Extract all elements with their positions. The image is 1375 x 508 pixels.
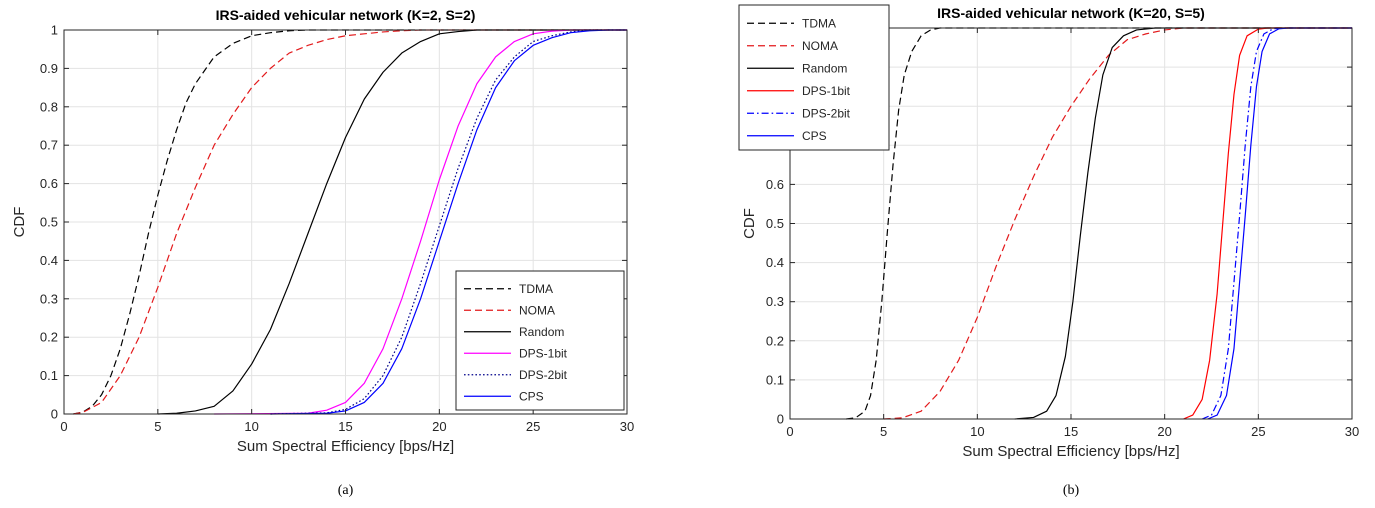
x-tick-label: 15: [1064, 424, 1078, 439]
legend-label: DPS-1bit: [519, 346, 568, 360]
x-tick-label: 5: [154, 419, 161, 434]
series-line-cps: [1207, 27, 1352, 420]
x-tick-label: 20: [1157, 424, 1171, 439]
figure-caption: (a): [338, 483, 354, 498]
legend: TDMA NOMA Random DPS-1bit DPS-2bit CPS: [738, 4, 890, 151]
y-axis-label: CDF: [11, 207, 28, 238]
series-line-tdma: [73, 29, 627, 415]
x-tick-label: 20: [432, 419, 446, 434]
legend-label: DPS-2bit: [519, 368, 568, 382]
x-tick-label: 10: [970, 424, 984, 439]
legend-box: [455, 270, 625, 411]
x-axis-label: Sum Spectral Efficiency [bps/Hz]: [237, 438, 454, 455]
y-axis-label: CDF: [741, 208, 758, 239]
legend-label: DPS-2bit: [802, 106, 851, 120]
y-tick-label: 0: [51, 407, 58, 422]
series-line-noma: [73, 29, 627, 415]
x-tick-label: 15: [338, 419, 352, 434]
legend: TDMA NOMA Random DPS-1bit DPS-2bit CPS: [455, 270, 625, 411]
figure-caption: (b): [1063, 483, 1080, 498]
series-line-dps-2bit: [1201, 27, 1352, 420]
y-tick-label: 1: [51, 23, 58, 38]
y-tick-label: 0.5: [40, 215, 58, 230]
y-tick-label: 0.5: [766, 216, 784, 231]
legend-label: CPS: [519, 389, 544, 403]
series-line-random: [1014, 27, 1352, 420]
y-tick-label: 0.6: [766, 177, 784, 192]
x-tick-label: 30: [620, 419, 634, 434]
legend-box: [738, 4, 890, 151]
y-tick-label: 0.4: [40, 253, 58, 268]
y-tick-label: 0.1: [40, 368, 58, 383]
y-tick-label: 0.7: [40, 138, 58, 153]
legend-label: NOMA: [802, 39, 838, 53]
y-tick-label: 0.2: [766, 333, 784, 348]
x-tick-label: 5: [880, 424, 887, 439]
y-tick-label: 0.4: [766, 255, 784, 270]
y-tick-label: 0.6: [40, 176, 58, 191]
x-tick-label: 10: [244, 419, 258, 434]
x-tick-label: 25: [1251, 424, 1265, 439]
legend-label: CPS: [802, 129, 827, 143]
chart-panel-b: 05101520253000.10.20.30.40.50.60.70.80.9…: [738, 4, 1359, 498]
legend-label: TDMA: [802, 16, 836, 30]
series-line-dps-1bit: [214, 29, 627, 415]
series-line-noma: [883, 27, 1352, 420]
y-tick-label: 0.1: [766, 372, 784, 387]
y-tick-label: 0.8: [40, 99, 58, 114]
y-tick-label: 0.9: [40, 61, 58, 76]
chart-title: IRS-aided vehicular network (K=2, S=2): [216, 7, 476, 23]
y-tick-label: 0: [777, 412, 784, 427]
x-tick-label: 0: [60, 419, 67, 434]
chart-title: IRS-aided vehicular network (K=20, S=5): [937, 5, 1205, 21]
y-tick-label: 0.3: [40, 291, 58, 306]
x-tick-label: 0: [786, 424, 793, 439]
y-tick-label: 0.3: [766, 294, 784, 309]
legend-label: NOMA: [519, 303, 555, 317]
x-tick-label: 25: [526, 419, 540, 434]
series-line-tdma: [846, 27, 1352, 420]
x-axis-label: Sum Spectral Efficiency [bps/Hz]: [962, 443, 1179, 460]
legend-label: TDMA: [519, 282, 553, 296]
legend-label: DPS-1bit: [802, 84, 851, 98]
chart-panel-a: 0 5 10 15 20 25 30 0 0.1 0.2 0.3 0.4 0.5 0.6 0.7 0.8 0.9…: [11, 7, 634, 498]
series-line-cps: [270, 29, 627, 415]
legend-label: Random: [519, 325, 564, 339]
legend-label: Random: [802, 61, 847, 75]
y-tick-label: 0.2: [40, 330, 58, 345]
x-tick-label: 30: [1345, 424, 1359, 439]
